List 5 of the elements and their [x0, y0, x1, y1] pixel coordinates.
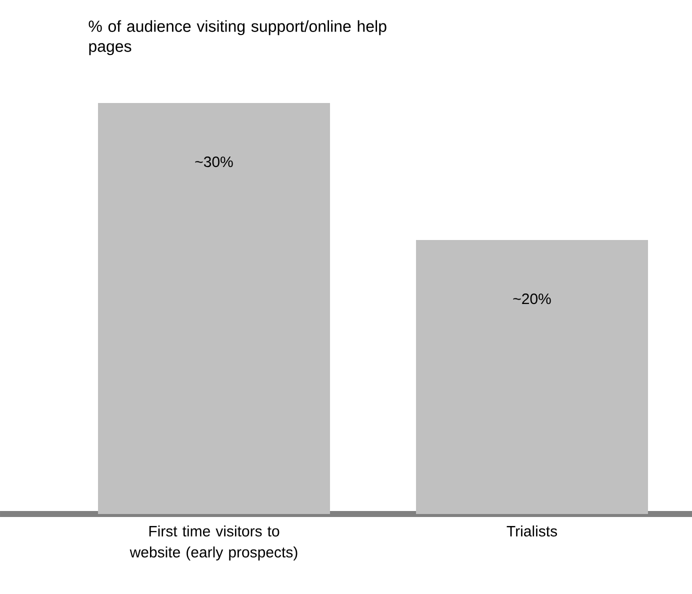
data-label: ~30% — [195, 156, 233, 168]
x-tick-label: First time visitors to website (early prospects) — [130, 526, 298, 560]
data-label: ~20% — [513, 294, 551, 304]
chart-title: % of audience visiting support/online help pages — [88, 20, 386, 56]
x-tick-label: Trialists — [506, 526, 558, 537]
